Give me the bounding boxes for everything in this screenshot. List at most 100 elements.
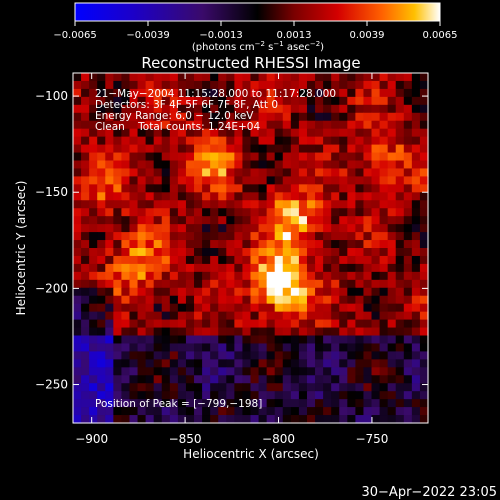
heatmap-cell bbox=[371, 375, 381, 384]
heatmap-cell bbox=[242, 136, 252, 146]
heatmap-cell bbox=[137, 407, 147, 416]
heatmap-cell bbox=[226, 383, 235, 392]
heatmap-cell bbox=[411, 359, 421, 368]
heatmap-cell bbox=[169, 343, 179, 352]
heatmap-cell bbox=[226, 120, 235, 130]
heatmap-cell bbox=[371, 240, 381, 249]
heatmap-cell bbox=[89, 224, 98, 233]
heatmap-cell bbox=[234, 367, 244, 376]
heatmap-cell bbox=[137, 263, 147, 273]
heatmap-cell bbox=[323, 200, 332, 209]
heatmap-cell bbox=[266, 200, 276, 209]
heatmap-cell bbox=[194, 351, 203, 360]
heatmap-cell bbox=[403, 287, 413, 297]
heatmap-cell bbox=[290, 287, 300, 297]
heatmap-cell bbox=[258, 232, 268, 241]
heatmap-cell bbox=[250, 144, 260, 154]
heatmap-cell bbox=[371, 192, 381, 201]
heatmap-cell bbox=[387, 216, 397, 225]
heatmap-cell bbox=[234, 399, 244, 408]
heatmap-cell bbox=[274, 176, 284, 185]
heatmap-cell bbox=[81, 216, 90, 225]
heatmap-cell bbox=[379, 407, 389, 416]
heatmap-cell bbox=[81, 271, 90, 281]
heatmap-cell bbox=[403, 303, 413, 313]
heatmap-cell bbox=[331, 136, 340, 146]
heatmap-cell bbox=[129, 335, 139, 345]
heatmap-cell bbox=[185, 176, 195, 185]
heatmap-cell bbox=[395, 391, 405, 400]
heatmap-cell bbox=[242, 319, 252, 329]
heatmap-cell bbox=[129, 319, 139, 329]
heatmap-cell bbox=[153, 160, 163, 170]
heatmap-cell bbox=[395, 271, 405, 281]
heatmap-cell bbox=[113, 152, 123, 162]
heatmap-cell bbox=[250, 224, 260, 233]
heatmap-cell bbox=[202, 279, 211, 289]
heatmap-cell bbox=[218, 144, 227, 154]
heatmap-cell bbox=[403, 184, 413, 193]
heatmap-cell bbox=[363, 240, 373, 249]
heatmap-cell bbox=[355, 168, 365, 177]
heatmap-cell bbox=[250, 136, 260, 146]
heatmap-cell bbox=[242, 383, 252, 392]
heatmap-cell bbox=[218, 335, 227, 345]
heatmap-cell bbox=[194, 136, 203, 146]
heatmap-cell bbox=[210, 248, 219, 257]
heatmap-cell bbox=[371, 176, 381, 185]
heatmap-cell bbox=[371, 399, 381, 408]
heatmap-cell bbox=[89, 248, 98, 257]
heatmap-cell bbox=[97, 311, 106, 321]
heatmap-cell bbox=[137, 351, 147, 360]
heatmap-cell bbox=[282, 415, 292, 424]
heatmap-cell bbox=[403, 144, 413, 154]
heatmap-cell bbox=[153, 73, 163, 82]
heatmap-cell bbox=[355, 216, 365, 225]
heatmap-cell bbox=[323, 112, 332, 122]
heatmap-cell bbox=[379, 255, 389, 265]
heatmap-cell bbox=[250, 240, 260, 249]
heatmap-cell bbox=[218, 271, 227, 281]
heatmap-cell bbox=[258, 184, 268, 193]
heatmap-cell bbox=[145, 279, 155, 289]
heatmap-cell bbox=[403, 168, 413, 177]
heatmap-cell bbox=[290, 112, 300, 122]
heatmap-cell bbox=[387, 303, 397, 313]
heatmap-cell bbox=[387, 120, 397, 130]
heatmap-cell bbox=[89, 104, 98, 114]
heatmap-cell bbox=[395, 279, 405, 289]
heatmap-cell bbox=[298, 216, 308, 225]
heatmap-cell bbox=[274, 303, 284, 313]
heatmap-cell bbox=[266, 216, 276, 225]
heatmap-cell bbox=[290, 359, 300, 368]
heatmap-cell bbox=[226, 216, 235, 225]
heatmap-cell bbox=[411, 287, 421, 297]
heatmap-cell bbox=[282, 359, 292, 368]
heatmap-cell bbox=[234, 120, 244, 130]
heatmap-cell bbox=[274, 287, 284, 297]
heatmap-cell bbox=[363, 399, 373, 408]
heatmap-cell bbox=[274, 152, 284, 162]
heatmap-cell bbox=[153, 184, 163, 193]
heatmap-cell bbox=[331, 184, 340, 193]
heatmap-cell bbox=[137, 216, 147, 225]
heatmap-cell bbox=[226, 295, 235, 305]
heatmap-cell bbox=[339, 375, 348, 384]
heatmap-cell bbox=[89, 399, 98, 408]
heatmap-cell bbox=[137, 295, 147, 305]
heatmap-cell bbox=[266, 152, 276, 162]
heatmap-cell bbox=[210, 184, 219, 193]
heatmap-cell bbox=[282, 279, 292, 289]
heatmap-cell bbox=[363, 152, 373, 162]
heatmap-cell bbox=[290, 399, 300, 408]
heatmap-cell bbox=[339, 192, 348, 201]
heatmap-cell bbox=[73, 327, 82, 337]
heatmap-cell bbox=[298, 208, 308, 217]
heatmap-cell bbox=[161, 160, 171, 170]
heatmap-cell bbox=[323, 343, 332, 352]
heatmap-cell bbox=[323, 128, 332, 138]
heatmap-cell bbox=[234, 224, 244, 233]
heatmap-cell bbox=[323, 327, 332, 337]
heatmap-cell bbox=[331, 263, 340, 273]
heatmap-cell bbox=[403, 80, 413, 90]
